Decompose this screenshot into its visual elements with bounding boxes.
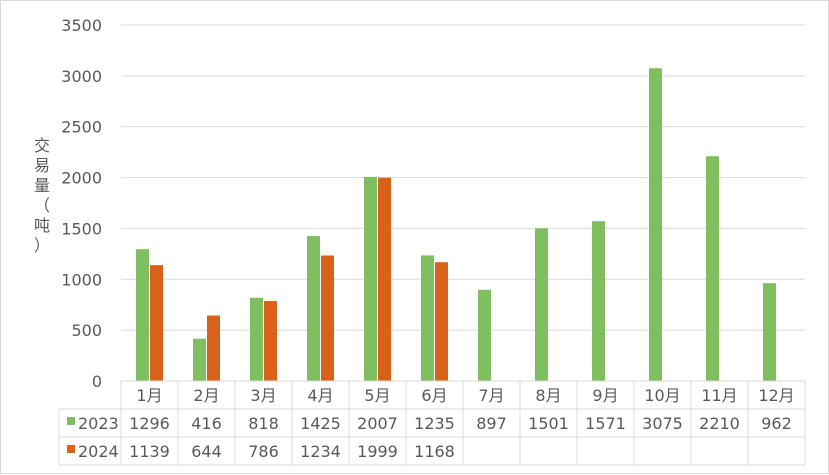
legend-label-2024: 2024 xyxy=(78,442,119,461)
table-cell-2023: 1296 xyxy=(129,414,170,433)
x-category-label: 3月 xyxy=(250,386,276,405)
y-tick-label: 1500 xyxy=(61,219,102,238)
bar-2023-5 xyxy=(364,176,377,381)
table-cell-2024: 786 xyxy=(248,442,279,461)
y-tick-label: 500 xyxy=(71,321,102,340)
x-category-label: 7月 xyxy=(478,386,504,405)
y-tick-label: 3500 xyxy=(61,16,102,35)
bar-2023-7 xyxy=(478,289,491,381)
table-cell-2023: 2210 xyxy=(699,414,740,433)
x-category-label: 6月 xyxy=(421,386,447,405)
bar-2023-1 xyxy=(136,249,149,381)
bar-2023-4 xyxy=(307,236,320,381)
x-category-label: 4月 xyxy=(307,386,333,405)
y-tick-label: 1000 xyxy=(61,270,102,289)
x-category-label: 11月 xyxy=(701,386,737,405)
y-tick-label: 2500 xyxy=(61,118,102,137)
legend-swatch-2024 xyxy=(67,445,75,453)
table-cell-2023: 818 xyxy=(248,414,279,433)
x-category-label: 1月 xyxy=(136,386,162,405)
bar-2023-11 xyxy=(706,156,719,381)
x-category-label: 5月 xyxy=(364,386,390,405)
data-table: 1月 2月 3月 4月 5月 6月 7月 8月 9月 10月 11月 12月 2023 1296 416 81… xyxy=(58,380,806,466)
table-cell-2023: 1235 xyxy=(414,414,455,433)
legend-swatch-2023 xyxy=(67,417,75,425)
bar-2024-2 xyxy=(207,315,220,381)
bar-2023-8 xyxy=(535,228,548,381)
table-cell-2023: 1571 xyxy=(585,414,626,433)
table-cell-2024: 1999 xyxy=(357,442,398,461)
table-cell-2024: 1139 xyxy=(129,442,170,461)
bar-2024-1 xyxy=(150,265,163,381)
grid-layer xyxy=(121,24,805,331)
bars-layer xyxy=(136,68,776,381)
x-category-label: 10月 xyxy=(644,386,680,405)
y-tick-label: 3000 xyxy=(61,67,102,86)
table-cell-2024: 644 xyxy=(191,442,222,461)
legend-label-2023: 2023 xyxy=(78,414,119,433)
bar-2024-3 xyxy=(264,301,277,381)
bar-2023-9 xyxy=(592,221,605,381)
bar-2023-10 xyxy=(649,68,662,381)
bar-2023-6 xyxy=(421,255,434,381)
table-cell-2023: 416 xyxy=(191,414,222,433)
table-cell-2024: 1234 xyxy=(300,442,341,461)
y-tick-label: 0 xyxy=(92,372,102,391)
y-tick-labels: 0 500 1000 1500 2000 2500 3000 3500 xyxy=(61,16,102,391)
x-category-label: 9月 xyxy=(592,386,618,405)
table-cell-2024: 1168 xyxy=(414,442,455,461)
x-category-label: 8月 xyxy=(535,386,561,405)
x-category-label: 12月 xyxy=(758,386,794,405)
table-cell-2023: 897 xyxy=(476,414,507,433)
table-cell-2023: 3075 xyxy=(642,414,683,433)
bar-2023-3 xyxy=(250,297,263,381)
y-axis-label: 交易量（吨） xyxy=(34,136,50,255)
bar-2024-4 xyxy=(321,255,334,381)
table-cell-2023: 1501 xyxy=(528,414,569,433)
table-cell-2023: 2007 xyxy=(357,414,398,433)
table-cell-2023: 1425 xyxy=(300,414,341,433)
table-cell-2023: 962 xyxy=(761,414,792,433)
y-tick-label: 2000 xyxy=(61,169,102,188)
bar-2024-5 xyxy=(378,177,391,381)
bar-2024-6 xyxy=(435,262,448,381)
x-category-label: 2月 xyxy=(193,386,219,405)
bar-2023-12 xyxy=(763,283,776,381)
bar-2023-2 xyxy=(193,338,206,381)
